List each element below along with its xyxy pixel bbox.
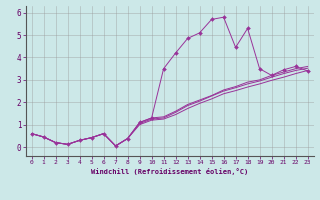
X-axis label: Windchill (Refroidissement éolien,°C): Windchill (Refroidissement éolien,°C): [91, 168, 248, 175]
